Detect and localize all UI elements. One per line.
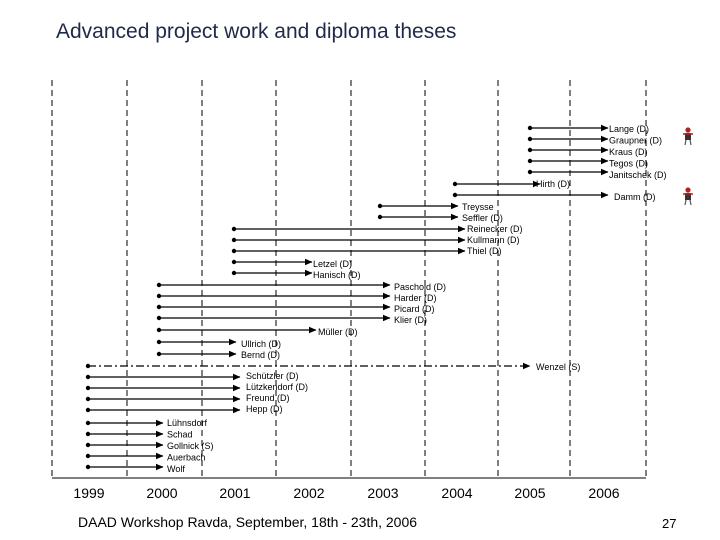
- bar-start-dot: [156, 293, 162, 299]
- student-name-label: Wolf: [167, 464, 185, 474]
- student-name-label: Seffler (D): [462, 213, 503, 223]
- person-figure-icon: [689, 199, 692, 206]
- student-name-label: Hirth (D): [536, 179, 570, 189]
- student-name-label: Kullmann (D): [467, 235, 520, 245]
- bar-start-dot: [231, 270, 237, 276]
- bar-start-dot: [156, 304, 162, 310]
- bar-start-dot: [452, 192, 458, 198]
- student-name-label: Müller (D): [318, 327, 358, 337]
- student-name-label: Damm (D): [614, 192, 656, 202]
- student-name-label: Lange (D): [609, 124, 649, 134]
- bar-start-dot: [231, 226, 237, 232]
- bar-start-dot: [377, 214, 383, 220]
- student-name-label: Lützkendorf (D): [246, 382, 308, 392]
- year-label: 2003: [367, 485, 398, 501]
- person-figure-icon: [685, 193, 691, 200]
- bar-start-dot: [527, 169, 533, 175]
- student-name-label: Hepp (D): [246, 404, 283, 414]
- student-name-label: Picard (D): [394, 304, 435, 314]
- year-label: 2005: [514, 485, 545, 501]
- year-label: 2002: [293, 485, 324, 501]
- person-figure-icon: [684, 199, 687, 206]
- student-name-label: Schad: [167, 430, 193, 440]
- bar-start-dot: [156, 315, 162, 321]
- bar-start-dot: [85, 453, 91, 459]
- student-name-label: Paschold (D): [394, 282, 446, 292]
- student-name-label: Kraus (D): [609, 147, 648, 157]
- student-name-label: Auerbach: [167, 453, 206, 463]
- page-title: Advanced project work and diploma theses: [56, 20, 457, 43]
- bar-start-dot: [231, 248, 237, 254]
- student-name-label: Lühnsdorf: [167, 418, 208, 428]
- bar-start-dot: [527, 158, 533, 164]
- year-label: 2000: [146, 485, 177, 501]
- person-figure-icon: [684, 139, 687, 146]
- year-label: 2006: [588, 485, 619, 501]
- bar-start-dot: [85, 464, 91, 470]
- bar-start-dot: [85, 374, 91, 380]
- student-name-label: Tegos (D): [609, 159, 648, 169]
- student-name-label: Letzel (D): [313, 259, 352, 269]
- bar-start-dot: [85, 363, 91, 369]
- student-name-label: Wenzel (S): [536, 362, 580, 372]
- bar-start-dot: [85, 385, 91, 391]
- bar-start-dot: [85, 407, 91, 413]
- student-name-label: Gollnick (S): [167, 441, 214, 451]
- bar-start-dot: [377, 203, 383, 209]
- student-name-label: Ullrich (D): [241, 339, 281, 349]
- footer-text: DAAD Workshop Ravda, September, 18th - 2…: [78, 514, 418, 530]
- bar-start-dot: [527, 136, 533, 142]
- student-name-label: Thiel (D): [467, 246, 502, 256]
- bar-start-dot: [156, 351, 162, 357]
- bar-start-dot: [527, 147, 533, 153]
- year-label: 1999: [73, 485, 104, 501]
- person-figure-icon: [685, 133, 691, 140]
- student-name-label: Janitschek (D): [609, 170, 667, 180]
- bar-start-dot: [85, 442, 91, 448]
- bar-start-dot: [156, 339, 162, 345]
- student-name-label: Schützler (D): [246, 371, 299, 381]
- bar-start-dot: [156, 327, 162, 333]
- person-figure-icon: [685, 127, 691, 133]
- person-figure-icon: [689, 139, 692, 146]
- bar-start-dot: [231, 237, 237, 243]
- student-name-label: Bernd (D): [241, 350, 280, 360]
- bar-start-dot: [85, 431, 91, 437]
- student-name-label: Klier (D): [394, 315, 427, 325]
- person-figure-icon: [685, 187, 691, 193]
- student-name-label: Treysse: [462, 202, 494, 212]
- student-name-label: Freund (D): [246, 393, 290, 403]
- bar-start-dot: [156, 282, 162, 288]
- bar-start-dot: [452, 181, 458, 187]
- year-label: 2001: [219, 485, 250, 501]
- year-label: 2004: [441, 485, 472, 501]
- student-name-label: Harder (D): [394, 293, 437, 303]
- student-name-label: Hanisch (D): [313, 270, 361, 280]
- page-number: 27: [662, 516, 677, 531]
- student-name-label: Reinecker (D): [467, 224, 523, 234]
- bar-start-dot: [85, 420, 91, 426]
- bar-start-dot: [231, 259, 237, 265]
- bar-start-dot: [85, 396, 91, 402]
- student-name-label: Graupner (D): [609, 136, 662, 146]
- bar-start-dot: [527, 125, 533, 131]
